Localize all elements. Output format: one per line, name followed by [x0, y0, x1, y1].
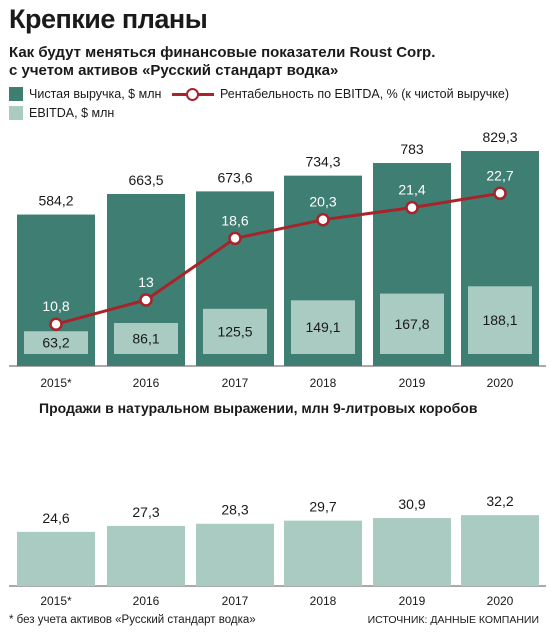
- margin-point-5: [493, 186, 507, 201]
- margin-point-1: [139, 293, 153, 307]
- ebitda-bar-1: [114, 323, 178, 354]
- volume-value-label-4: 30,9: [398, 496, 425, 512]
- volume-x-tick-label-0: 2015*: [40, 594, 72, 608]
- margin-value-label-5: 22,7: [486, 167, 513, 183]
- x-tick-label-3: 2018: [310, 376, 337, 390]
- ebitda-value-label-5: 188,1: [482, 312, 517, 328]
- ebitda-value-label-3: 149,1: [305, 319, 340, 335]
- volume-bar-3: [284, 520, 362, 586]
- volume-value-label-2: 28,3: [221, 502, 248, 518]
- ebitda-bar-3: [291, 300, 355, 354]
- financials-chart: 584,2 663,5 673,6 734,3 783 829,3 63,2 86,1 125,…: [9, 129, 546, 390]
- subtitle-line-2: с учетом активов «Русский стандарт водка…: [9, 62, 339, 79]
- volume-bar-1: [107, 525, 185, 586]
- margin-value-label-3: 20,3: [309, 194, 336, 210]
- volume-x-tick-label-4: 2019: [399, 594, 426, 608]
- volume-value-label-0: 24,6: [42, 510, 69, 526]
- margin-point-4: [405, 200, 419, 215]
- volume-bar-0: [17, 531, 95, 586]
- revenue-value-label-1: 663,5: [128, 172, 163, 188]
- margin-line: [55, 191, 501, 326]
- revenue-swatch: [9, 87, 23, 101]
- volume-x-tick-label-1: 2016: [133, 594, 160, 608]
- volume-bar-4: [373, 518, 451, 586]
- ebitda-value-label-1: 86,1: [132, 331, 159, 347]
- ebitda-bar-4: [380, 293, 444, 354]
- legend-margin: Рентабельность по EBITDA, % (к чистой вы…: [172, 87, 509, 101]
- volume-x-tick-label-5: 2020: [487, 594, 514, 608]
- margin-point-3: [316, 212, 330, 227]
- ebitda-value-label-0: 63,2: [42, 335, 69, 351]
- margin-value-label-1: 13: [138, 274, 154, 290]
- source-note: ИСТОЧНИК: ДАННЫЕ КОМПАНИИ: [367, 614, 539, 626]
- margin-line-key: [172, 87, 214, 101]
- volume-x-tick-label-3: 2018: [310, 594, 337, 608]
- revenue-value-label-3: 734,3: [305, 154, 340, 170]
- footnote: * без учета активов «Русский стандарт во…: [9, 614, 256, 626]
- legend-revenue: Чистая выручка, $ млн: [9, 87, 161, 101]
- volume-value-label-5: 32,2: [486, 493, 513, 509]
- revenue-value-label-2: 673,6: [217, 169, 252, 185]
- x-tick-label-1: 2016: [133, 376, 160, 390]
- x-tick-label-0: 2015*: [40, 376, 72, 390]
- subtitle-line-1: Как будут меняться финансовые показатели…: [9, 44, 436, 61]
- chart-title: Крепкие планы: [9, 4, 208, 34]
- margin-point-2: [228, 231, 242, 246]
- revenue-value-label-5: 829,3: [482, 129, 517, 145]
- margin-value-label-4: 21,4: [398, 182, 425, 198]
- ebitda-swatch: [9, 106, 23, 120]
- revenue-value-label-0: 584,2: [38, 193, 73, 209]
- ebitda-bar-5: [468, 286, 532, 354]
- legend-ebitda: EBITDA, $ млн: [9, 106, 114, 120]
- ebitda-value-label-2: 125,5: [217, 323, 252, 339]
- margin-point-0: [49, 317, 63, 331]
- ebitda-bar-0: [24, 331, 88, 354]
- legend-margin-label: Рентабельность по EBITDA, % (к чистой вы…: [220, 87, 509, 101]
- legend-ebitda-label: EBITDA, $ млн: [29, 106, 115, 120]
- volume-value-label-3: 29,7: [309, 499, 336, 515]
- volume-chart: 24,6 27,3 28,3 29,7 30,9 32,2 2015* 2016 2017 201…: [9, 493, 546, 608]
- volume-bar-5: [461, 515, 539, 586]
- chart-subtitle: Как будут меняться финансовые показатели…: [9, 44, 529, 80]
- x-tick-label-4: 2019: [399, 376, 426, 390]
- margin-value-label-2: 18,6: [221, 212, 248, 228]
- volume-chart-title: Продажи в натуральном выражении, млн 9-л…: [39, 400, 478, 416]
- revenue-value-label-4: 783: [400, 141, 424, 157]
- ebitda-value-label-4: 167,8: [394, 316, 429, 332]
- volume-value-label-1: 27,3: [132, 504, 159, 520]
- volume-bar-2: [196, 523, 274, 586]
- x-tick-label-5: 2020: [487, 376, 514, 390]
- ebitda-bar-2: [203, 308, 267, 354]
- margin-value-label-0: 10,8: [42, 298, 69, 314]
- volume-x-tick-label-2: 2017: [222, 594, 249, 608]
- legend-revenue-label: Чистая выручка, $ млн: [29, 87, 162, 101]
- x-tick-label-2: 2017: [222, 376, 249, 390]
